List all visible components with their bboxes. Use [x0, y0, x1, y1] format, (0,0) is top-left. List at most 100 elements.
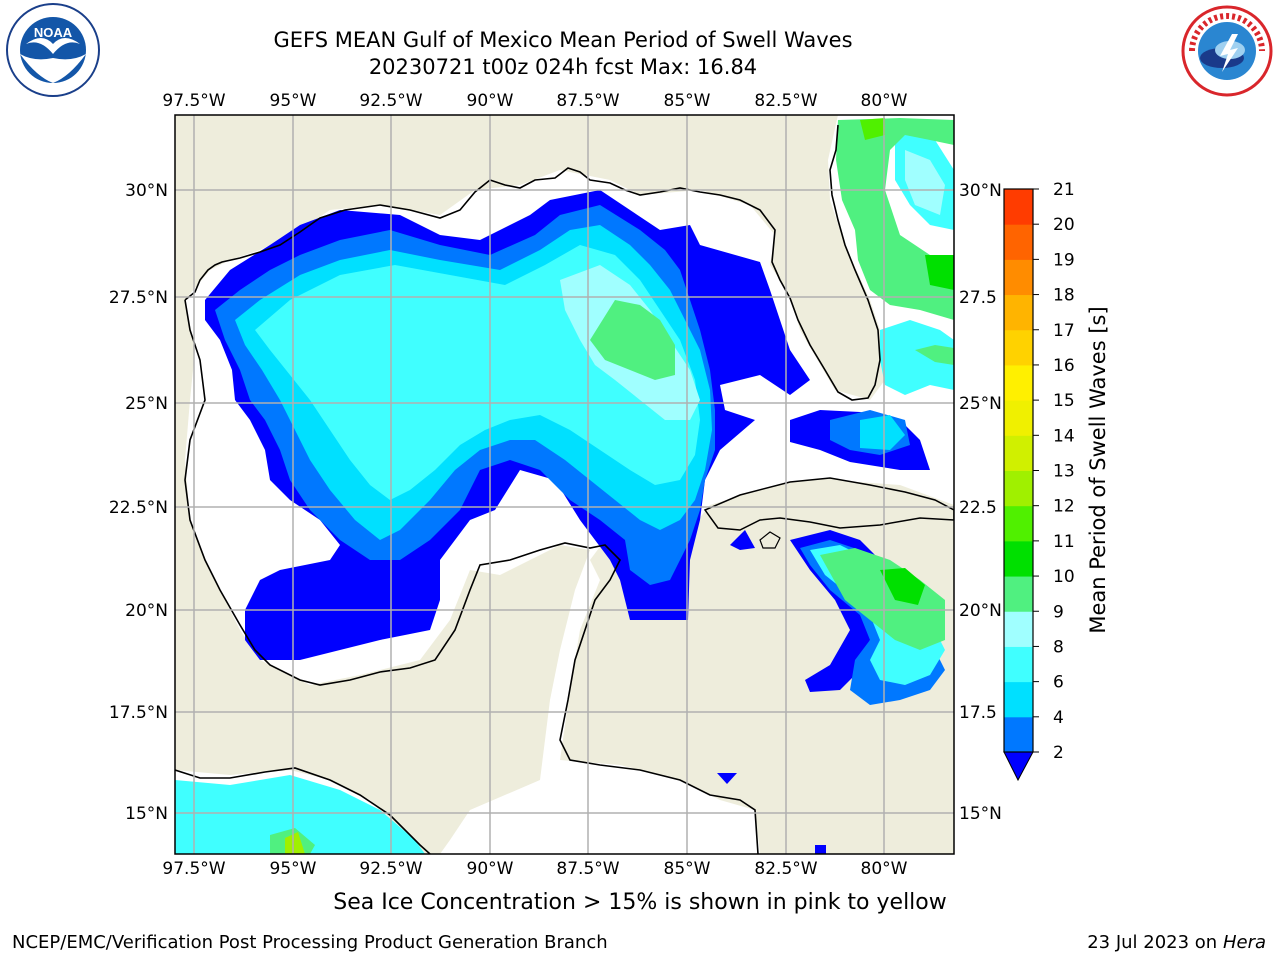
colorbar-tick-label: 14: [1053, 426, 1075, 446]
contour-9-10s-carib: [820, 548, 945, 650]
colorbar-swatch: [1004, 189, 1033, 225]
national-weather-service-logo: [1181, 5, 1273, 97]
coastline: [184, 124, 881, 401]
colorbar-swatch: [1004, 329, 1033, 366]
map-title: GEFS MEAN Gulf of Mexico Mean Period of …: [273, 28, 853, 52]
lon-tick-bottom: 87.5°W: [556, 859, 619, 879]
lat-tick-left: 17.5°N: [109, 703, 168, 723]
map-subtitle: 20230721 t00z 024h fcst Max: 16.84: [368, 55, 758, 79]
footer-date: 23 Jul 2023 on Hera: [1087, 932, 1266, 953]
colorbar-tick-label: 16: [1053, 356, 1075, 376]
lat-tick-left: 22.5°N: [109, 498, 168, 518]
lat-tick-right: 15°N: [959, 804, 1002, 824]
contour-10-11s-carib: [880, 568, 925, 605]
colorbar-swatch: [1004, 470, 1033, 507]
colorbar-tick-label: 6: [1053, 673, 1064, 693]
colorbar-swatch: [1004, 259, 1033, 296]
lon-tick-top: 92.5°W: [359, 91, 422, 111]
lon-tick-top: 97.5°W: [162, 91, 225, 111]
contour-9-10s-fl: [836, 118, 954, 320]
lon-tick-bottom: 90°W: [467, 859, 514, 879]
colorbar-tick-label: 9: [1053, 602, 1064, 622]
contour-11-12s-fl: [860, 118, 885, 140]
lon-tick-bottom: 95°W: [270, 859, 317, 879]
lat-tick-right: 25°N: [959, 394, 1002, 414]
lat-tick-left: 25°N: [125, 394, 168, 414]
colorbar-swatch: [1004, 716, 1033, 753]
colorbar-tick-label: 17: [1053, 321, 1075, 341]
lon-tick-bottom: 82.5°W: [754, 859, 817, 879]
coastline-pacific: [175, 767, 431, 854]
colorbar-tick-label: 15: [1053, 391, 1075, 411]
colorbar-swatch: [1004, 364, 1033, 401]
colorbar-tick-label: 19: [1053, 250, 1075, 270]
contour-11-12s-pacific: [285, 832, 305, 854]
noaa-logo: NOAA: [6, 3, 100, 97]
colorbar-title: Mean Period of Swell Waves [s]: [1086, 306, 1110, 633]
lon-tick-bottom: 80°W: [861, 859, 908, 879]
colorbar-swatch: [1004, 505, 1033, 542]
footer-credit: NCEP/EMC/Verification Post Processing Pr…: [12, 932, 608, 953]
colorbar-tick-label: 12: [1053, 497, 1075, 517]
lon-ticks-bottom: 97.5°W 95°W 92.5°W 90°W 87.5°W 85°W 82.5…: [162, 859, 907, 879]
colorbar-swatch: [1004, 540, 1033, 577]
lon-tick-top: 87.5°W: [556, 91, 619, 111]
colorbar-tick-label: 8: [1053, 637, 1064, 657]
contour-9-10s: [590, 300, 675, 380]
lat-tick-left: 27.5°N: [109, 288, 168, 308]
lon-tick-top: 95°W: [270, 91, 317, 111]
colorbar-swatch: [1004, 400, 1033, 436]
map-frame: [174, 114, 955, 855]
colorbar-swatch: [1004, 681, 1033, 718]
lat-ticks-right: 30°N 27.5 25°N 22.5 20°N 17.5 15°N: [959, 181, 1002, 824]
colorbar-swatch: [1004, 576, 1033, 612]
lon-tick-top: 82.5°W: [754, 91, 817, 111]
colorbar-tick-label: 2: [1053, 743, 1064, 763]
footer-date-text: 23 Jul 2023 on: [1087, 932, 1223, 953]
noaa-logo-text: NOAA: [34, 25, 73, 40]
lat-tick-right: 27.5: [959, 288, 997, 308]
sea-ice-note: Sea Ice Concentration > 15% is shown in …: [333, 890, 947, 915]
lat-tick-right: 17.5: [959, 703, 997, 723]
contour-under-2s-small: [815, 845, 826, 854]
lat-tick-left: 20°N: [125, 601, 168, 621]
colorbar-swatch: [1004, 611, 1033, 647]
graticule: [175, 115, 954, 854]
contour-9-10s-fl-south: [915, 345, 954, 365]
lat-ticks-left: 30°N 27.5°N 25°N 22.5°N 20°N 17.5°N 15°N: [109, 181, 168, 824]
lon-tick-bottom: 85°W: [664, 859, 711, 879]
lat-tick-left: 30°N: [125, 181, 168, 201]
colorbar-swatch: [1004, 224, 1033, 260]
lat-tick-left: 15°N: [125, 804, 168, 824]
cuba: [703, 477, 954, 531]
footer-host: Hera: [1222, 932, 1266, 953]
map-area: [175, 115, 954, 854]
contour-10-11s-fl: [925, 255, 954, 290]
colorbar-swatches: [1004, 189, 1033, 753]
contour-6-8s-fl-east: [880, 320, 954, 395]
colorbar: 2 4 6 8 9 10 11 12 13 14 15 16 17 18 19 20 21 Mean Perio…: [1003, 180, 1110, 782]
lon-tick-bottom: 97.5°W: [162, 859, 225, 879]
colorbar-tick-label: 20: [1053, 215, 1075, 235]
lon-tick-top: 80°W: [861, 91, 908, 111]
contour-8-9s-fl: [905, 150, 945, 215]
colorbar-tick-label: 21: [1053, 180, 1075, 200]
colorbar-swatch: [1004, 435, 1033, 471]
contour-under-2s-hond: [717, 773, 737, 784]
lon-tick-top: 85°W: [664, 91, 711, 111]
lat-tick-right: 22.5: [959, 498, 997, 518]
colorbar-under-extension: [1003, 751, 1034, 782]
lat-tick-right: 20°N: [959, 601, 1002, 621]
colorbar-tick-label: 18: [1053, 286, 1075, 306]
colorbar-tick-label: 11: [1053, 532, 1075, 552]
contour-4-6s-fl: [860, 415, 905, 450]
colorbar-tick-label: 13: [1053, 462, 1075, 482]
colorbar-swatch: [1004, 294, 1033, 331]
colorbar-tick-label: 4: [1053, 708, 1064, 728]
coastline-mexico: [184, 299, 759, 854]
contour-under-2s-carib2: [730, 530, 755, 550]
lon-ticks-top: 97.5°W 95°W 92.5°W 90°W 87.5°W 85°W 82.5…: [162, 91, 907, 111]
lat-tick-right: 30°N: [959, 181, 1002, 201]
lon-tick-top: 90°W: [467, 91, 514, 111]
lon-tick-bottom: 92.5°W: [359, 859, 422, 879]
